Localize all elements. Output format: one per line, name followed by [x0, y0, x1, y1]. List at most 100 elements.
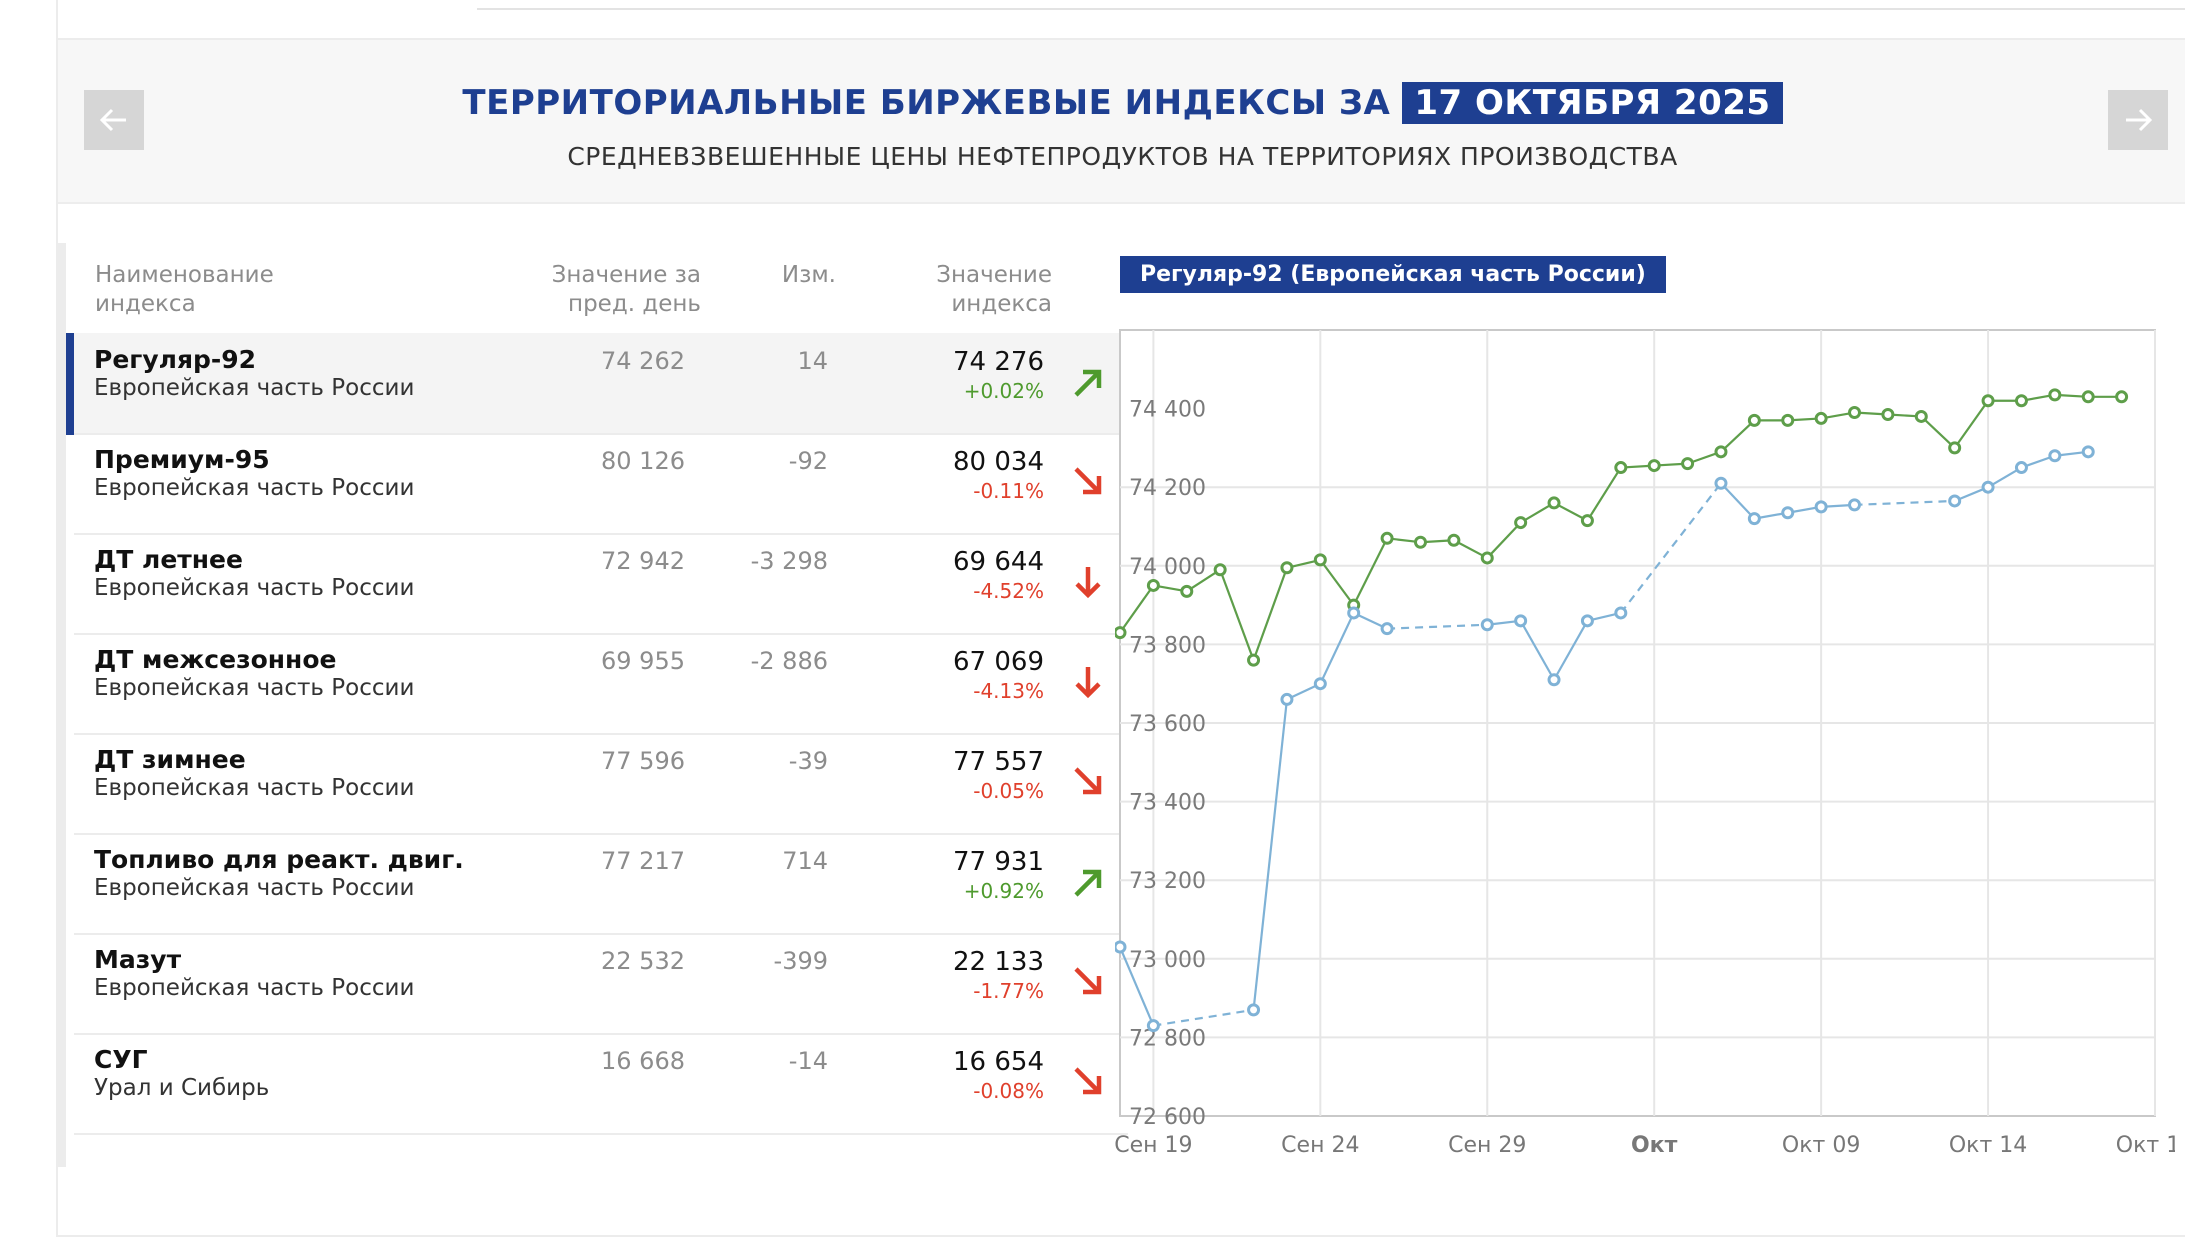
index-value: 77 931	[953, 847, 1044, 877]
data-point	[1480, 551, 1494, 565]
table-row[interactable]: Мазут Европейская часть России 22 532 -399 2…	[74, 933, 1128, 1035]
index-region: Европейская часть России	[94, 675, 415, 701]
index-region: Европейская часть России	[94, 875, 415, 901]
data-point	[1881, 407, 1895, 421]
index-region: Европейская часть России	[94, 775, 415, 801]
data-point	[2115, 390, 2129, 404]
prev-value: 16 668	[601, 1047, 685, 1075]
chart-title: Регуляр-92 (Европейская часть России)	[1120, 256, 1666, 293]
data-point	[2048, 388, 2062, 402]
data-point	[1747, 512, 1761, 526]
data-point	[1213, 563, 1227, 577]
series-line-segment	[1119, 584, 1155, 634]
index-value: 22 133	[953, 947, 1044, 977]
percent-change: -1.77%	[973, 979, 1044, 1003]
index-value: 67 069	[953, 647, 1044, 677]
data-point	[1380, 622, 1394, 636]
table-header: Наименование индекса Значение за пред. д…	[66, 243, 1128, 341]
index-name: ДТ зимнее	[94, 745, 246, 774]
series-line-segment	[1486, 521, 1522, 559]
series-line-segment	[1319, 559, 1355, 606]
arrow-up-right-icon	[1074, 869, 1102, 897]
series-line-segment	[1319, 612, 1355, 685]
data-point	[2081, 390, 2095, 404]
data-point	[1146, 1019, 1160, 1033]
change-value: -2 886	[750, 647, 828, 675]
index-region: Урал и Сибирь	[94, 1075, 270, 1101]
x-tick-label: Сен 19	[1115, 1133, 1193, 1158]
percent-change: -0.08%	[973, 1079, 1044, 1103]
arrow-down-right-icon	[1074, 1067, 1102, 1095]
data-point	[1380, 531, 1394, 545]
change-value: -3 298	[750, 547, 828, 575]
arrow-up-right-icon	[1074, 369, 1102, 397]
data-point	[1948, 494, 1962, 508]
arrow-left-icon	[99, 108, 126, 132]
index-name: ДТ летнее	[94, 545, 243, 574]
y-tick-label: 73 400	[1129, 791, 1206, 816]
data-point	[1180, 584, 1194, 598]
data-point	[1514, 516, 1528, 530]
series-line-segment	[1953, 400, 1989, 449]
data-point	[1447, 533, 1461, 547]
data-point	[1781, 506, 1795, 520]
prev-day-button[interactable]	[84, 90, 144, 150]
prev-value: 22 532	[601, 947, 685, 975]
top-search-bar	[477, 0, 2185, 10]
index-name: Мазут	[94, 945, 182, 974]
prev-value: 74 262	[601, 347, 685, 375]
index-value: 16 654	[953, 1047, 1044, 1077]
y-tick-label: 72 600	[1129, 1105, 1206, 1130]
x-tick-label: Сен 29	[1448, 1133, 1526, 1158]
table-row[interactable]: ДТ зимнее Европейская часть России 77 596 -…	[74, 733, 1128, 835]
change-value: -14	[788, 1047, 828, 1075]
page-title: ТЕРРИТОРИАЛЬНЫЕ БИРЖЕВЫЕ ИНДЕКСЫ ЗА 17 ОК…	[58, 82, 2185, 124]
index-name: ДТ межсезонное	[94, 645, 337, 674]
index-value: 77 557	[953, 747, 1044, 777]
series-line-segment	[1352, 537, 1389, 606]
table-row[interactable]: СУГ Урал и Сибирь 16 668 -14 16 654 -0.08%	[74, 1033, 1128, 1135]
table-row[interactable]: ДТ летнее Европейская часть России 72 942 -…	[74, 533, 1128, 635]
percent-change: -4.13%	[973, 679, 1044, 703]
data-point	[1948, 441, 1962, 455]
data-point	[1747, 413, 1761, 427]
data-point	[2014, 394, 2028, 408]
x-tick-label: Окт 19	[2116, 1133, 2175, 1158]
index-region: Европейская часть России	[94, 475, 415, 501]
data-point	[1647, 459, 1661, 473]
price-chart: 74 400 74 200 74 000 73 800 73 600 73 400 73 2…	[1115, 329, 2175, 1158]
percent-change: -0.05%	[973, 779, 1044, 803]
data-point	[1580, 514, 1594, 528]
series-line-segment	[1153, 1008, 1254, 1027]
index-region: Европейская часть России	[94, 575, 415, 601]
series-line-segment	[1252, 567, 1288, 661]
data-point	[1313, 553, 1327, 567]
percent-change: -0.11%	[973, 479, 1044, 503]
header-prev-line2: пред. день	[568, 291, 701, 317]
data-point	[1280, 561, 1294, 575]
data-point	[1580, 614, 1594, 628]
prev-value: 77 217	[601, 847, 685, 875]
header-value-line2: индекса	[951, 291, 1052, 317]
index-name: Регуляр-92	[94, 345, 257, 374]
header-name-line1: Наименование	[95, 262, 274, 288]
data-point	[1115, 940, 1127, 954]
table-row[interactable]: Регуляр-92 Европейская часть России 74 262…	[66, 333, 1142, 435]
next-day-button[interactable]	[2108, 90, 2168, 150]
change-value: -399	[773, 947, 828, 975]
table-row[interactable]: Топливо для реакт. двиг. Европейская част…	[74, 833, 1128, 935]
change-value: -39	[788, 747, 828, 775]
top-divider	[56, 0, 58, 38]
y-tick-label: 73 200	[1129, 869, 1206, 894]
percent-change: +0.92%	[963, 879, 1044, 903]
series-line-segment	[1387, 623, 1488, 630]
data-point	[1714, 445, 1728, 459]
title-text: ТЕРРИТОРИАЛЬНЫЕ БИРЖЕВЫЕ ИНДЕКСЫ ЗА	[462, 83, 1391, 123]
data-point	[1714, 476, 1728, 490]
y-tick-label: 74 200	[1129, 476, 1206, 501]
table-row[interactable]: Премиум-95 Европейская часть России 80 126…	[74, 433, 1128, 535]
table-row[interactable]: ДТ межсезонное Европейская часть России 69…	[74, 633, 1128, 735]
header-prev: Значение за пред. день	[552, 261, 701, 319]
page-subtitle: СРЕДНЕВЗВЕШЕННЫЕ ЦЕНЫ НЕФТЕПРОДУКТОВ НА …	[567, 142, 1678, 171]
data-point	[1313, 677, 1327, 691]
